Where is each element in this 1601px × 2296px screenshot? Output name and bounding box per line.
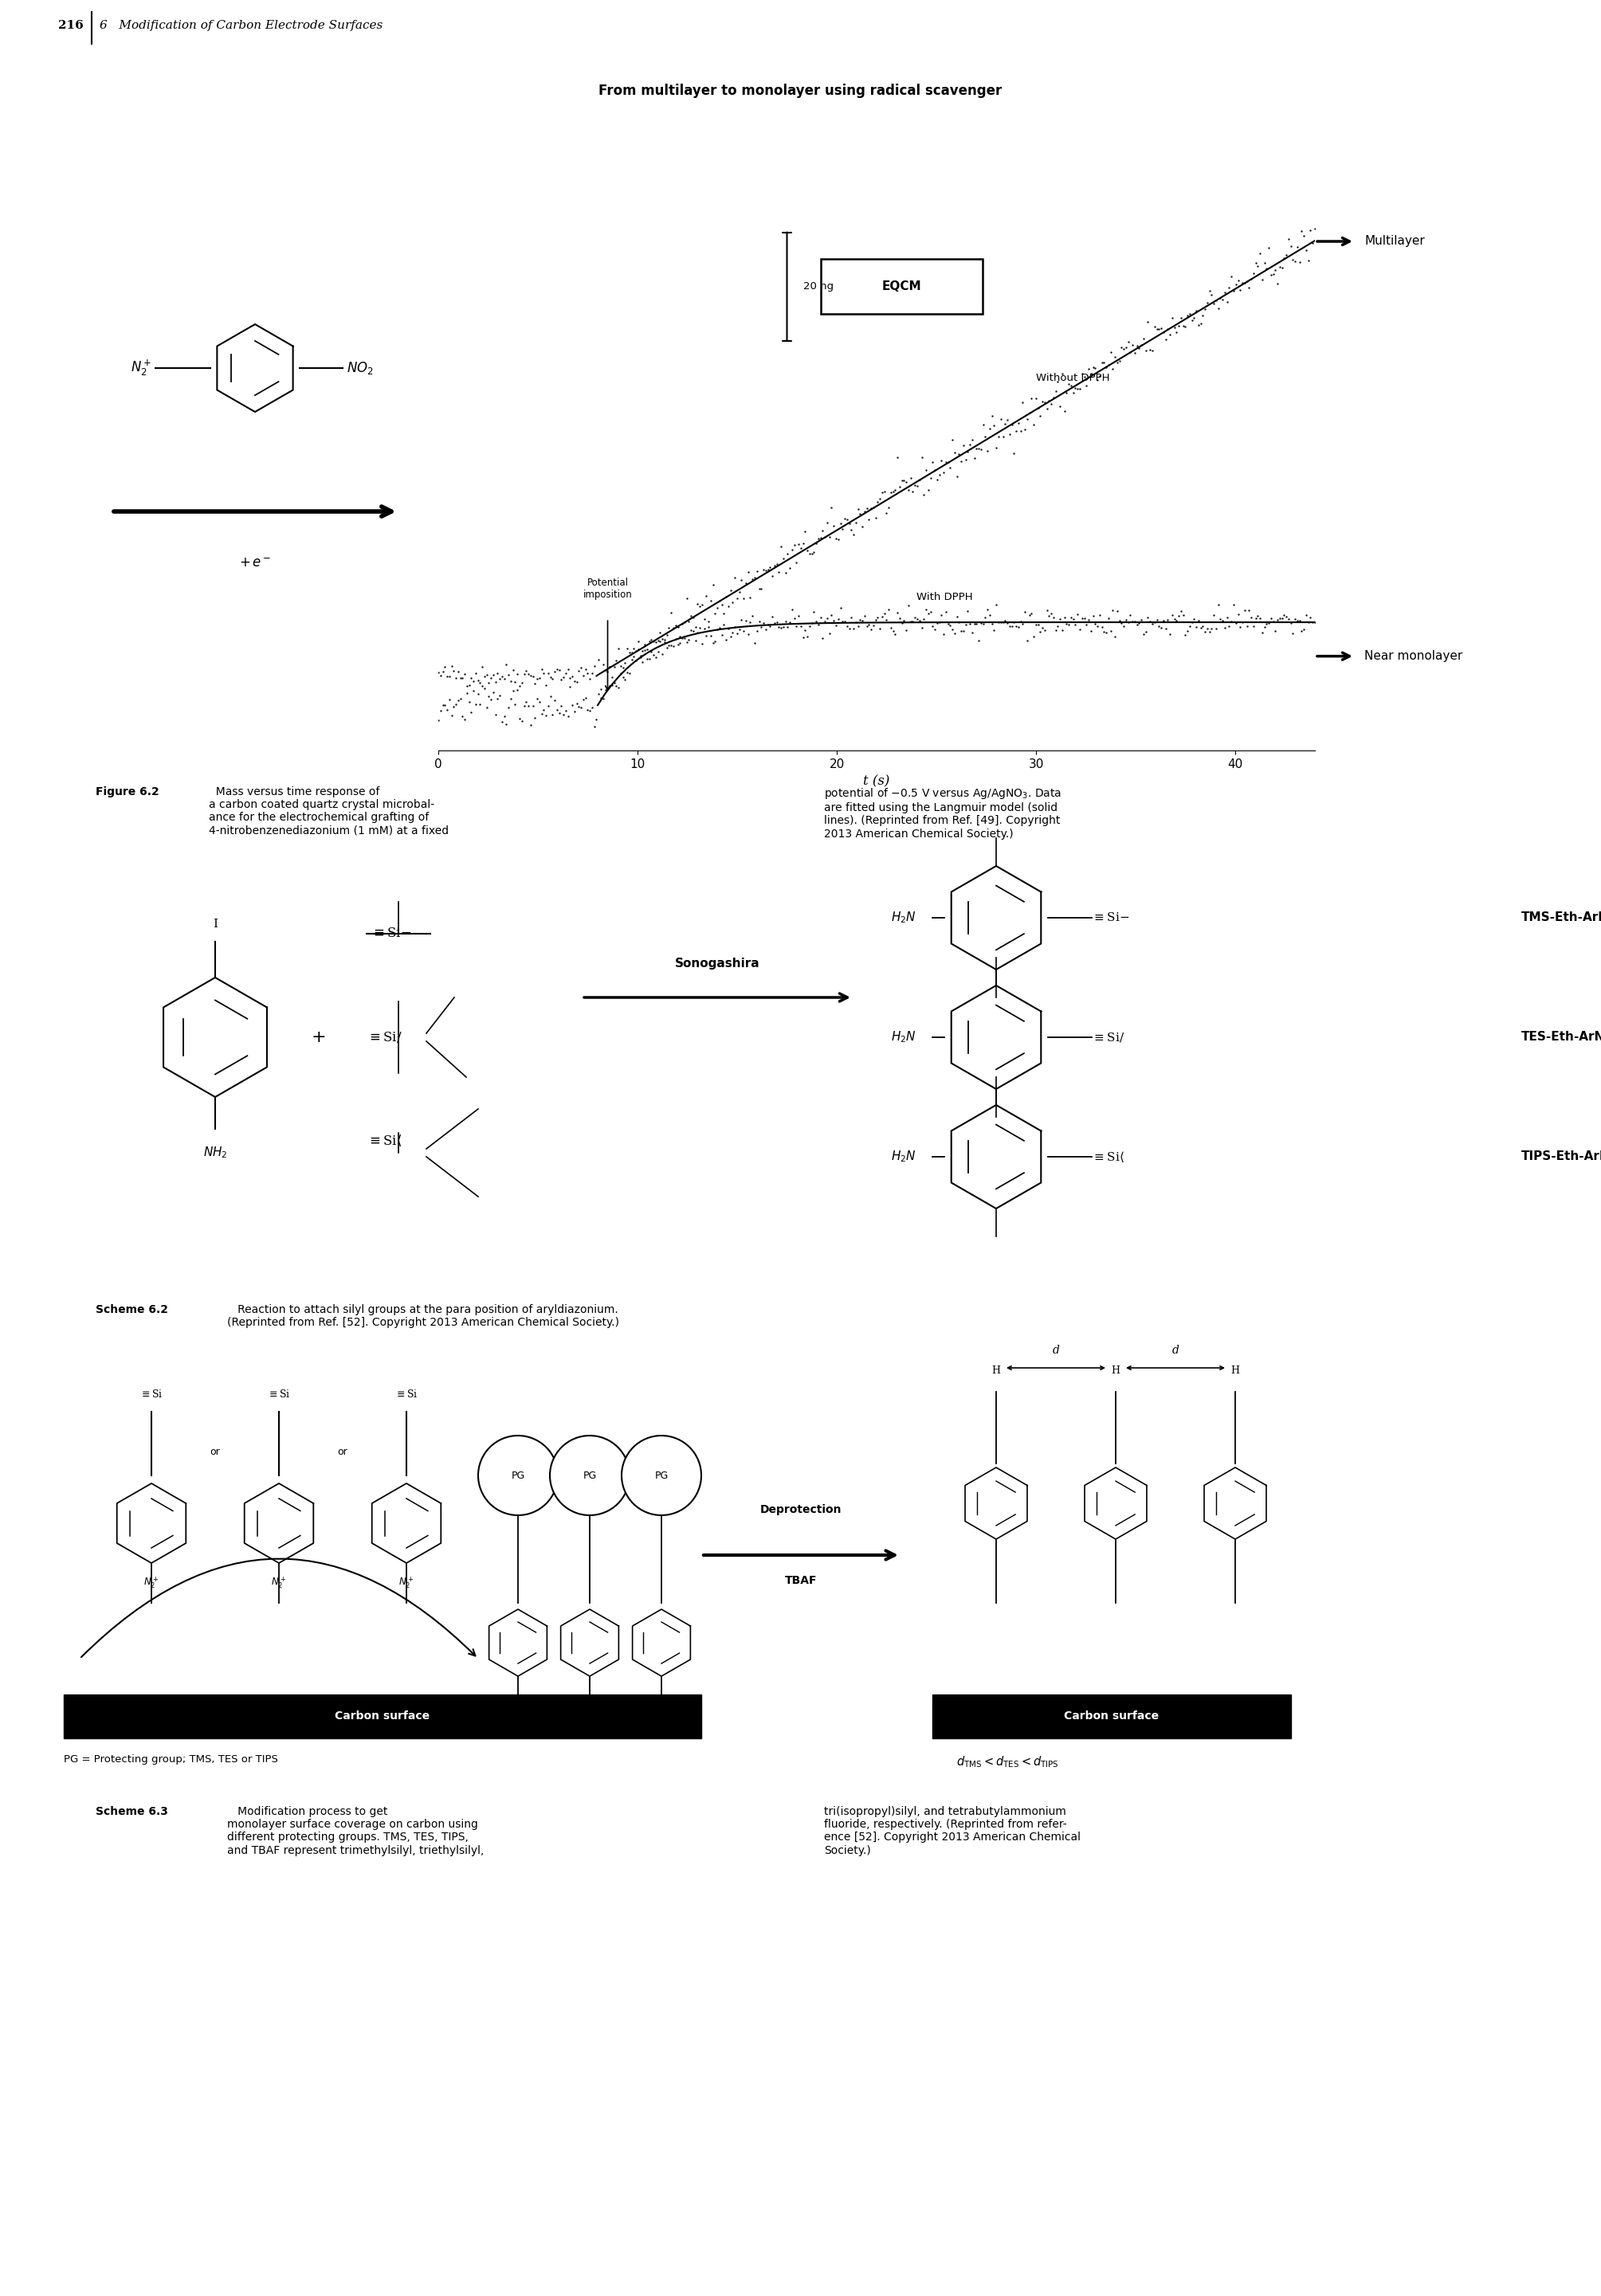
Text: Deprotection: Deprotection bbox=[760, 1504, 842, 1515]
Text: $\equiv$Si$\langle$: $\equiv$Si$\langle$ bbox=[1092, 1150, 1124, 1164]
Text: TES-Eth-ArNH₂: TES-Eth-ArNH₂ bbox=[1521, 1031, 1601, 1042]
Text: TBAF: TBAF bbox=[784, 1575, 817, 1587]
Text: $d_{\mathrm{TMS}} < d_{\mathrm{TES}} < d_{\mathrm{TIPS}}$: $d_{\mathrm{TMS}} < d_{\mathrm{TES}} < d… bbox=[956, 1754, 1058, 1770]
Text: Modification process to get
monolayer surface coverage on carbon using
different: Modification process to get monolayer su… bbox=[227, 1807, 484, 1855]
Text: $\equiv$Si$\langle$: $\equiv$Si$\langle$ bbox=[367, 1134, 402, 1148]
Text: Mass versus time response of
a carbon coated quartz crystal microbal-
ance for t: Mass versus time response of a carbon co… bbox=[208, 785, 448, 836]
Text: Scheme 6.3: Scheme 6.3 bbox=[96, 1807, 168, 1816]
Text: Multilayer: Multilayer bbox=[1364, 236, 1425, 248]
Text: From multilayer to monolayer using radical scavenger: From multilayer to monolayer using radic… bbox=[599, 83, 1002, 99]
Bar bbox=[932, 1694, 1290, 1738]
Text: $N_2^+$: $N_2^+$ bbox=[399, 1575, 415, 1591]
Circle shape bbox=[549, 1435, 629, 1515]
Text: Sonogashira: Sonogashira bbox=[674, 957, 760, 969]
Circle shape bbox=[621, 1435, 701, 1515]
Text: Potential
imposition: Potential imposition bbox=[583, 576, 632, 599]
Text: EQCM: EQCM bbox=[882, 280, 921, 292]
Text: $\equiv$Si$-$: $\equiv$Si$-$ bbox=[1092, 912, 1129, 923]
Text: $NO_2$: $NO_2$ bbox=[347, 360, 373, 377]
Text: With DPPH: With DPPH bbox=[916, 592, 973, 602]
Bar bbox=[64, 1694, 701, 1738]
Text: $N_2^+$: $N_2^+$ bbox=[271, 1575, 287, 1591]
Text: $H_2N$: $H_2N$ bbox=[892, 1150, 916, 1164]
Text: $\equiv$Si: $\equiv$Si bbox=[267, 1389, 291, 1401]
Circle shape bbox=[479, 1435, 557, 1515]
Text: Carbon surface: Carbon surface bbox=[1065, 1711, 1159, 1722]
Text: $\equiv$Si: $\equiv$Si bbox=[139, 1389, 163, 1401]
Text: $\equiv$Si/: $\equiv$Si/ bbox=[367, 1031, 402, 1045]
Text: 20 ng: 20 ng bbox=[802, 282, 833, 292]
Text: H: H bbox=[991, 1366, 1001, 1375]
Text: potential of $-$0.5 V versus Ag/AgNO$_3$. Data
are fitted using the Langmuir mod: potential of $-$0.5 V versus Ag/AgNO$_3$… bbox=[825, 785, 1061, 840]
Text: PG: PG bbox=[511, 1469, 525, 1481]
Text: Near monolayer: Near monolayer bbox=[1364, 650, 1463, 661]
Text: $\equiv$Si/: $\equiv$Si/ bbox=[1092, 1031, 1124, 1045]
Text: 6   Modification of Carbon Electrode Surfaces: 6 Modification of Carbon Electrode Surfa… bbox=[99, 21, 383, 32]
Text: H: H bbox=[1231, 1366, 1239, 1375]
Text: d: d bbox=[1052, 1345, 1060, 1357]
Text: +: + bbox=[311, 1029, 327, 1045]
Text: Reaction to attach silyl groups at the para position of aryldiazonium.
(Reprinte: Reaction to attach silyl groups at the p… bbox=[227, 1304, 620, 1327]
Text: PG = Protecting group; TMS, TES or TIPS: PG = Protecting group; TMS, TES or TIPS bbox=[64, 1754, 279, 1766]
Text: $\equiv$Si: $\equiv$Si bbox=[394, 1389, 418, 1401]
Text: $\equiv$Si$-$: $\equiv$Si$-$ bbox=[370, 928, 411, 941]
Text: Carbon surface: Carbon surface bbox=[335, 1711, 431, 1722]
Text: Without DPPH: Without DPPH bbox=[1036, 372, 1109, 383]
Text: $H_2N$: $H_2N$ bbox=[892, 909, 916, 925]
Text: I: I bbox=[213, 918, 218, 930]
Text: TMS-Eth-ArNH₂: TMS-Eth-ArNH₂ bbox=[1521, 912, 1601, 923]
Text: $NH_2$: $NH_2$ bbox=[203, 1146, 227, 1159]
Text: $N_2^+$: $N_2^+$ bbox=[130, 358, 152, 379]
Text: $+ \, e^-$: $+ \, e^-$ bbox=[239, 556, 271, 569]
Text: Carbon: Carbon bbox=[61, 501, 74, 546]
Text: d: d bbox=[1172, 1345, 1178, 1357]
Text: Figure 6.2: Figure 6.2 bbox=[96, 785, 158, 797]
Text: H: H bbox=[1111, 1366, 1121, 1375]
Text: PG: PG bbox=[655, 1469, 668, 1481]
Text: tri(isopropyl)silyl, and tetrabutylammonium
fluoride, respectively. (Reprinted f: tri(isopropyl)silyl, and tetrabutylammon… bbox=[825, 1807, 1081, 1855]
Text: or: or bbox=[210, 1446, 221, 1456]
Text: TIPS-Eth-ArNH₂: TIPS-Eth-ArNH₂ bbox=[1521, 1150, 1601, 1162]
Text: Scheme 6.2: Scheme 6.2 bbox=[96, 1304, 168, 1316]
Text: or: or bbox=[338, 1446, 347, 1456]
Text: 216: 216 bbox=[58, 21, 83, 32]
X-axis label: t (s): t (s) bbox=[863, 774, 890, 788]
Text: PG: PG bbox=[583, 1469, 597, 1481]
FancyBboxPatch shape bbox=[821, 259, 981, 315]
Text: $H_2N$: $H_2N$ bbox=[892, 1031, 916, 1045]
Text: $N_2^+$: $N_2^+$ bbox=[144, 1575, 158, 1591]
Text: $N_2$: $N_2$ bbox=[272, 1704, 285, 1717]
